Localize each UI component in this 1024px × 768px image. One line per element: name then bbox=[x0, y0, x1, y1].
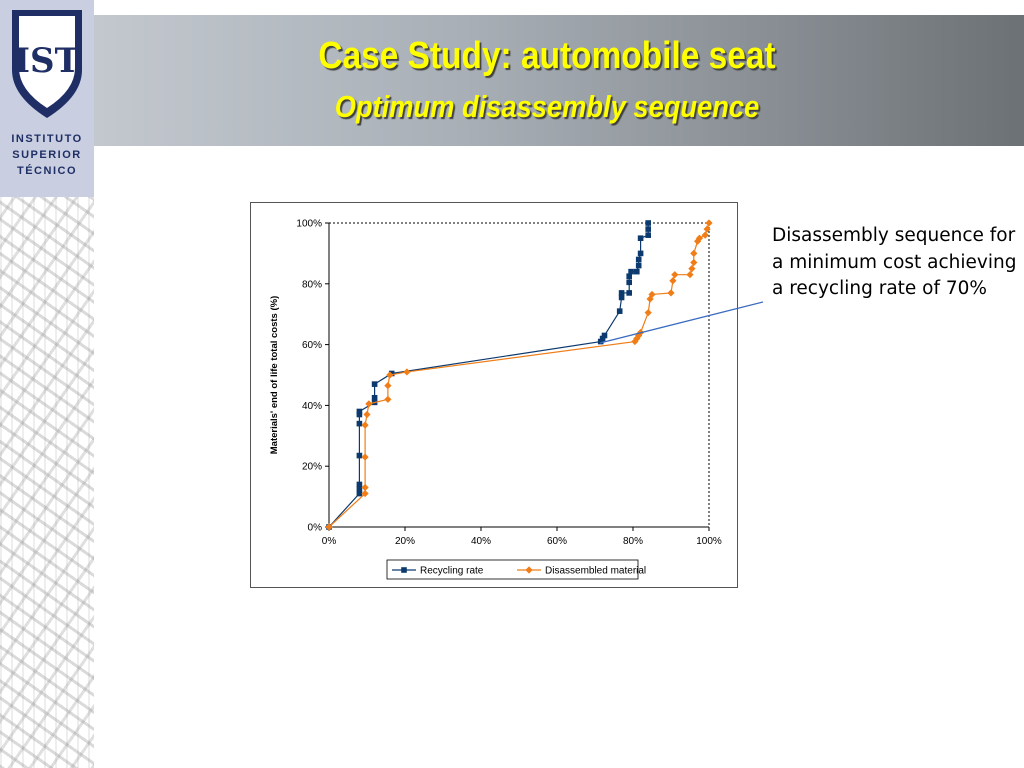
data-point bbox=[386, 371, 394, 379]
series-1 bbox=[325, 219, 713, 531]
series-0 bbox=[326, 220, 651, 530]
y-axis-label: Materials' end of life total costs (%) bbox=[269, 296, 280, 455]
data-point bbox=[356, 420, 363, 427]
data-point bbox=[361, 453, 369, 461]
series-line bbox=[328, 222, 710, 528]
y-tick-label: 0% bbox=[308, 523, 323, 534]
data-point bbox=[626, 273, 632, 279]
data-point bbox=[637, 250, 644, 257]
title-band bbox=[94, 15, 1024, 146]
data-point bbox=[634, 268, 640, 275]
data-point bbox=[616, 308, 623, 314]
data-point bbox=[701, 231, 709, 239]
logo-line-2: SUPERIOR bbox=[12, 149, 82, 161]
data-point bbox=[361, 483, 369, 492]
chart: 0% 20% 40% 60% 80% 100% 0% 20% 40% 60% 80% 100% Mat… bbox=[269, 219, 722, 580]
legend-label: Disassembled material bbox=[545, 566, 646, 577]
data-point bbox=[618, 290, 625, 296]
x-tick-label: 100% bbox=[696, 536, 722, 547]
data-point bbox=[648, 290, 656, 299]
data-point bbox=[688, 265, 696, 273]
x-tick-label: 60% bbox=[547, 536, 567, 547]
slide-title: Case Study: automobile seat bbox=[318, 35, 776, 77]
data-point bbox=[356, 486, 363, 492]
series-line bbox=[328, 223, 649, 528]
logo-panel: IST INSTITUTO SUPERIOR TÉCNICO bbox=[0, 0, 94, 197]
data-point bbox=[635, 262, 642, 269]
plot-area-border bbox=[328, 222, 710, 528]
ist-shield-logo: IST bbox=[12, 10, 82, 118]
data-point bbox=[705, 219, 713, 227]
x-tick-label: 0% bbox=[322, 536, 337, 547]
data-point bbox=[618, 294, 625, 301]
data-point bbox=[703, 225, 711, 233]
legend: Recycling rate Disassembled material bbox=[386, 559, 646, 580]
data-point bbox=[384, 382, 392, 390]
data-point bbox=[645, 226, 651, 232]
data-point bbox=[371, 395, 378, 401]
data-point bbox=[694, 237, 702, 245]
data-point bbox=[361, 421, 369, 429]
data-point bbox=[601, 332, 608, 339]
data-point bbox=[635, 256, 642, 263]
data-point bbox=[637, 235, 644, 241]
data-point bbox=[325, 523, 333, 531]
x-tick-label: 80% bbox=[623, 536, 643, 547]
logo-line-3: TÉCNICO bbox=[17, 165, 77, 177]
y-tick-label: 20% bbox=[302, 462, 322, 473]
decorative-pattern-strip bbox=[0, 197, 94, 768]
data-point bbox=[365, 400, 373, 408]
data-point bbox=[356, 452, 363, 459]
data-point bbox=[628, 268, 634, 275]
data-point bbox=[690, 258, 698, 267]
data-point bbox=[690, 249, 698, 257]
data-point bbox=[626, 279, 632, 286]
data-point bbox=[644, 309, 652, 317]
y-tick-label: 100% bbox=[296, 219, 322, 230]
data-point bbox=[371, 381, 378, 387]
legend-label: Recycling rate bbox=[420, 566, 484, 577]
data-point bbox=[667, 289, 675, 297]
logo-line-1: INSTITUTO bbox=[11, 133, 83, 145]
data-point bbox=[645, 232, 651, 238]
data-point bbox=[645, 220, 651, 226]
legend-swatch-marker bbox=[401, 567, 407, 573]
data-point bbox=[356, 408, 363, 415]
slide-subtitle: Optimum disassembly sequence bbox=[334, 89, 760, 124]
legend-box bbox=[386, 559, 639, 580]
chart-frame: 0% 20% 40% 60% 80% 100% 0% 20% 40% 60% 80% 100% Mat… bbox=[250, 202, 738, 588]
logo-mark: IST bbox=[14, 41, 80, 81]
data-point bbox=[626, 290, 632, 296]
data-point bbox=[356, 411, 363, 418]
data-point bbox=[695, 234, 704, 242]
data-point bbox=[646, 295, 654, 303]
data-point bbox=[671, 271, 679, 279]
y-tick-label: 40% bbox=[302, 401, 322, 412]
data-point bbox=[384, 395, 392, 403]
legend-swatch-marker bbox=[525, 566, 533, 574]
data-point bbox=[669, 277, 677, 285]
x-tick-label: 20% bbox=[395, 536, 415, 547]
annotation-text: Disassembly sequence for a minimum cost … bbox=[772, 225, 1017, 299]
data-point bbox=[356, 481, 363, 488]
data-point bbox=[363, 410, 371, 419]
data-point bbox=[356, 490, 363, 497]
x-tick-label: 40% bbox=[471, 536, 491, 547]
y-tick-label: 80% bbox=[302, 279, 322, 290]
data-point bbox=[686, 271, 694, 279]
data-point bbox=[403, 368, 411, 376]
y-tick-label: 60% bbox=[302, 340, 322, 351]
